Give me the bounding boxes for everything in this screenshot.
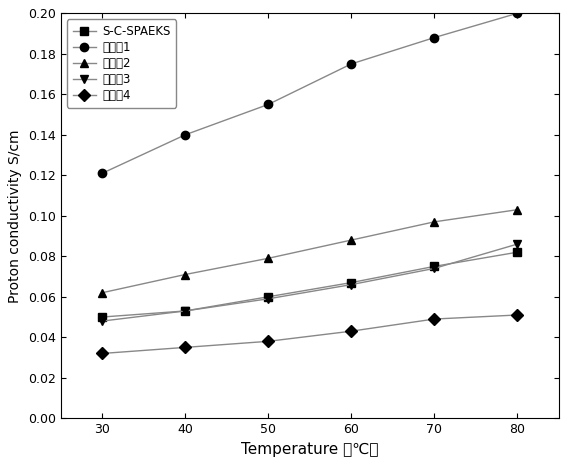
Line: 实施例3: 实施例3: [98, 240, 521, 325]
实施例1: [514, 11, 521, 16]
S-C-SPAEKS: [431, 264, 438, 269]
实施例4: [348, 328, 354, 334]
Line: S-C-SPAEKS: S-C-SPAEKS: [98, 248, 521, 321]
实施例1: [99, 171, 105, 176]
实施例4: [182, 345, 189, 350]
Line: 实施例4: 实施例4: [98, 311, 521, 358]
实施例4: [265, 339, 272, 344]
实施例2: [182, 272, 189, 277]
实施例1: [265, 102, 272, 107]
实施例2: [99, 290, 105, 296]
实施例3: [431, 266, 438, 271]
S-C-SPAEKS: [99, 314, 105, 320]
实施例3: [265, 296, 272, 302]
实施例3: [99, 318, 105, 324]
实施例3: [348, 282, 354, 287]
S-C-SPAEKS: [265, 294, 272, 299]
实施例2: [514, 207, 521, 213]
实施例4: [99, 351, 105, 356]
Line: 实施例2: 实施例2: [98, 206, 521, 297]
实施例4: [431, 316, 438, 322]
实施例2: [348, 237, 354, 243]
实施例3: [182, 308, 189, 314]
Legend: S-C-SPAEKS, 实施例1, 实施例2, 实施例3, 实施例4: S-C-SPAEKS, 实施例1, 实施例2, 实施例3, 实施例4: [67, 19, 176, 108]
X-axis label: Temperature （℃）: Temperature （℃）: [241, 442, 378, 457]
S-C-SPAEKS: [182, 308, 189, 314]
Y-axis label: Proton conductivity S/cm: Proton conductivity S/cm: [9, 129, 22, 303]
实施例1: [431, 35, 438, 40]
S-C-SPAEKS: [348, 280, 354, 286]
实施例1: [182, 132, 189, 138]
实施例2: [265, 256, 272, 261]
实施例4: [514, 312, 521, 318]
Line: 实施例1: 实施例1: [98, 9, 521, 178]
实施例2: [431, 219, 438, 225]
实施例3: [514, 241, 521, 247]
S-C-SPAEKS: [514, 249, 521, 255]
实施例1: [348, 61, 354, 67]
